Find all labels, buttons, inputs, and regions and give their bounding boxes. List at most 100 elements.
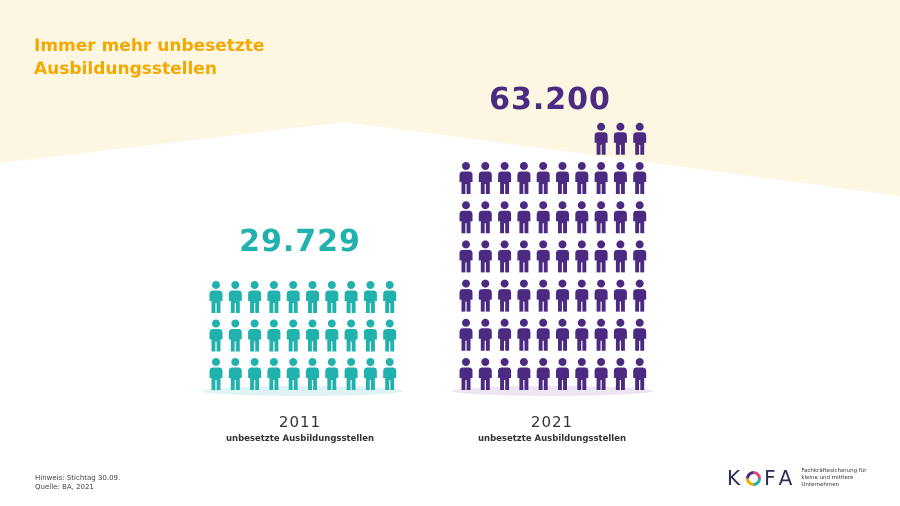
person-icon bbox=[209, 358, 223, 390]
person-icon bbox=[575, 279, 589, 312]
person-icon bbox=[267, 319, 281, 352]
person-icon bbox=[594, 318, 608, 351]
logo-wordmark: K F A bbox=[727, 466, 795, 490]
person-icon bbox=[325, 319, 339, 352]
logo-letter-a: A bbox=[778, 466, 796, 490]
person-icon bbox=[363, 358, 377, 390]
person-icon bbox=[478, 279, 492, 312]
person-icon bbox=[556, 318, 569, 351]
caption-2011: unbesetzte Ausbildungsstellen bbox=[225, 434, 375, 444]
person-icon bbox=[613, 240, 627, 273]
person-icon bbox=[267, 358, 281, 390]
person-icon bbox=[633, 279, 647, 312]
person-icon bbox=[459, 240, 473, 273]
person-icon bbox=[575, 318, 589, 351]
person-icon bbox=[248, 281, 262, 313]
person-icon bbox=[633, 318, 647, 351]
person-icon bbox=[286, 319, 300, 352]
person-icon bbox=[536, 162, 550, 194]
person-icon bbox=[459, 358, 473, 390]
person-icon bbox=[306, 358, 319, 390]
person-icon bbox=[267, 281, 281, 313]
person-icon bbox=[633, 201, 647, 234]
logo-letter-f: F bbox=[764, 466, 779, 490]
person-icon bbox=[325, 281, 339, 313]
person-icon bbox=[594, 201, 608, 234]
person-icon bbox=[594, 240, 608, 273]
person-icon bbox=[459, 201, 473, 234]
person-icon bbox=[575, 201, 589, 234]
person-icon bbox=[325, 358, 339, 390]
person-icon bbox=[633, 162, 647, 194]
person-icon bbox=[575, 162, 589, 194]
person-icon bbox=[536, 358, 550, 390]
person-icon bbox=[613, 201, 627, 234]
person-icon bbox=[363, 281, 377, 313]
person-icon bbox=[306, 281, 319, 313]
person-icon bbox=[344, 319, 358, 352]
logo-tagline-line-1: Fachkräftesicherung für bbox=[801, 467, 867, 474]
person-icon bbox=[613, 162, 627, 194]
person-icon bbox=[478, 318, 492, 351]
person-icon bbox=[556, 240, 569, 273]
footer-note: Hinweis: Stichtag 30.09. bbox=[35, 474, 121, 482]
person-icon bbox=[517, 201, 531, 234]
person-icon bbox=[228, 358, 242, 390]
person-icon bbox=[594, 122, 608, 155]
person-icon bbox=[459, 279, 473, 312]
person-icon bbox=[517, 279, 531, 312]
person-icon bbox=[556, 201, 569, 234]
person-icon bbox=[383, 281, 397, 313]
person-icon bbox=[209, 281, 223, 313]
person-icon bbox=[478, 201, 492, 234]
person-icon bbox=[228, 319, 242, 352]
person-icon bbox=[209, 319, 223, 352]
logo-ring-icon bbox=[746, 470, 762, 486]
person-icon bbox=[613, 122, 627, 155]
person-icon bbox=[498, 162, 512, 194]
person-icon bbox=[633, 122, 647, 155]
person-icon bbox=[556, 358, 569, 390]
kofa-logo: K F A Fachkräftesicherung für kleine und… bbox=[727, 466, 891, 490]
footer-source: Quelle: BA, 2021 bbox=[35, 483, 94, 491]
person-icon bbox=[383, 319, 397, 352]
person-icon bbox=[306, 319, 319, 352]
person-icon bbox=[575, 240, 589, 273]
person-icon bbox=[228, 281, 242, 313]
person-icon bbox=[556, 162, 569, 194]
logo-tagline: Fachkräftesicherung für kleine und mittl… bbox=[801, 468, 891, 489]
person-icon bbox=[459, 162, 473, 194]
person-icon bbox=[498, 318, 512, 351]
person-icon bbox=[498, 358, 512, 390]
year-2011: 2011 bbox=[278, 413, 322, 431]
person-icon bbox=[478, 162, 492, 194]
person-icon bbox=[498, 240, 512, 273]
white-hill-shape bbox=[0, 122, 900, 506]
total-2011: 29.729 bbox=[239, 224, 361, 259]
person-icon bbox=[633, 358, 647, 390]
person-icon bbox=[633, 240, 647, 273]
caption-2021: unbesetzte Ausbildungsstellen bbox=[477, 434, 627, 444]
person-icon bbox=[594, 162, 608, 194]
person-icon bbox=[536, 201, 550, 234]
person-icon bbox=[575, 358, 589, 390]
person-icon bbox=[383, 358, 397, 390]
person-icon bbox=[363, 319, 377, 352]
person-icon bbox=[613, 358, 627, 390]
person-icon bbox=[248, 319, 262, 352]
person-icon bbox=[594, 358, 608, 390]
person-icon bbox=[536, 240, 550, 273]
person-icon bbox=[478, 240, 492, 273]
person-icon bbox=[517, 240, 531, 273]
person-icon bbox=[248, 358, 262, 390]
person-icon bbox=[498, 279, 512, 312]
logo-tagline-line-2: kleine und mittlere Unternehmen bbox=[801, 474, 854, 488]
person-icon bbox=[344, 358, 358, 390]
person-icon bbox=[517, 358, 531, 390]
person-icon bbox=[286, 358, 300, 390]
logo-letter-k: K bbox=[727, 466, 744, 490]
person-icon bbox=[517, 162, 531, 194]
person-icon bbox=[594, 279, 608, 312]
